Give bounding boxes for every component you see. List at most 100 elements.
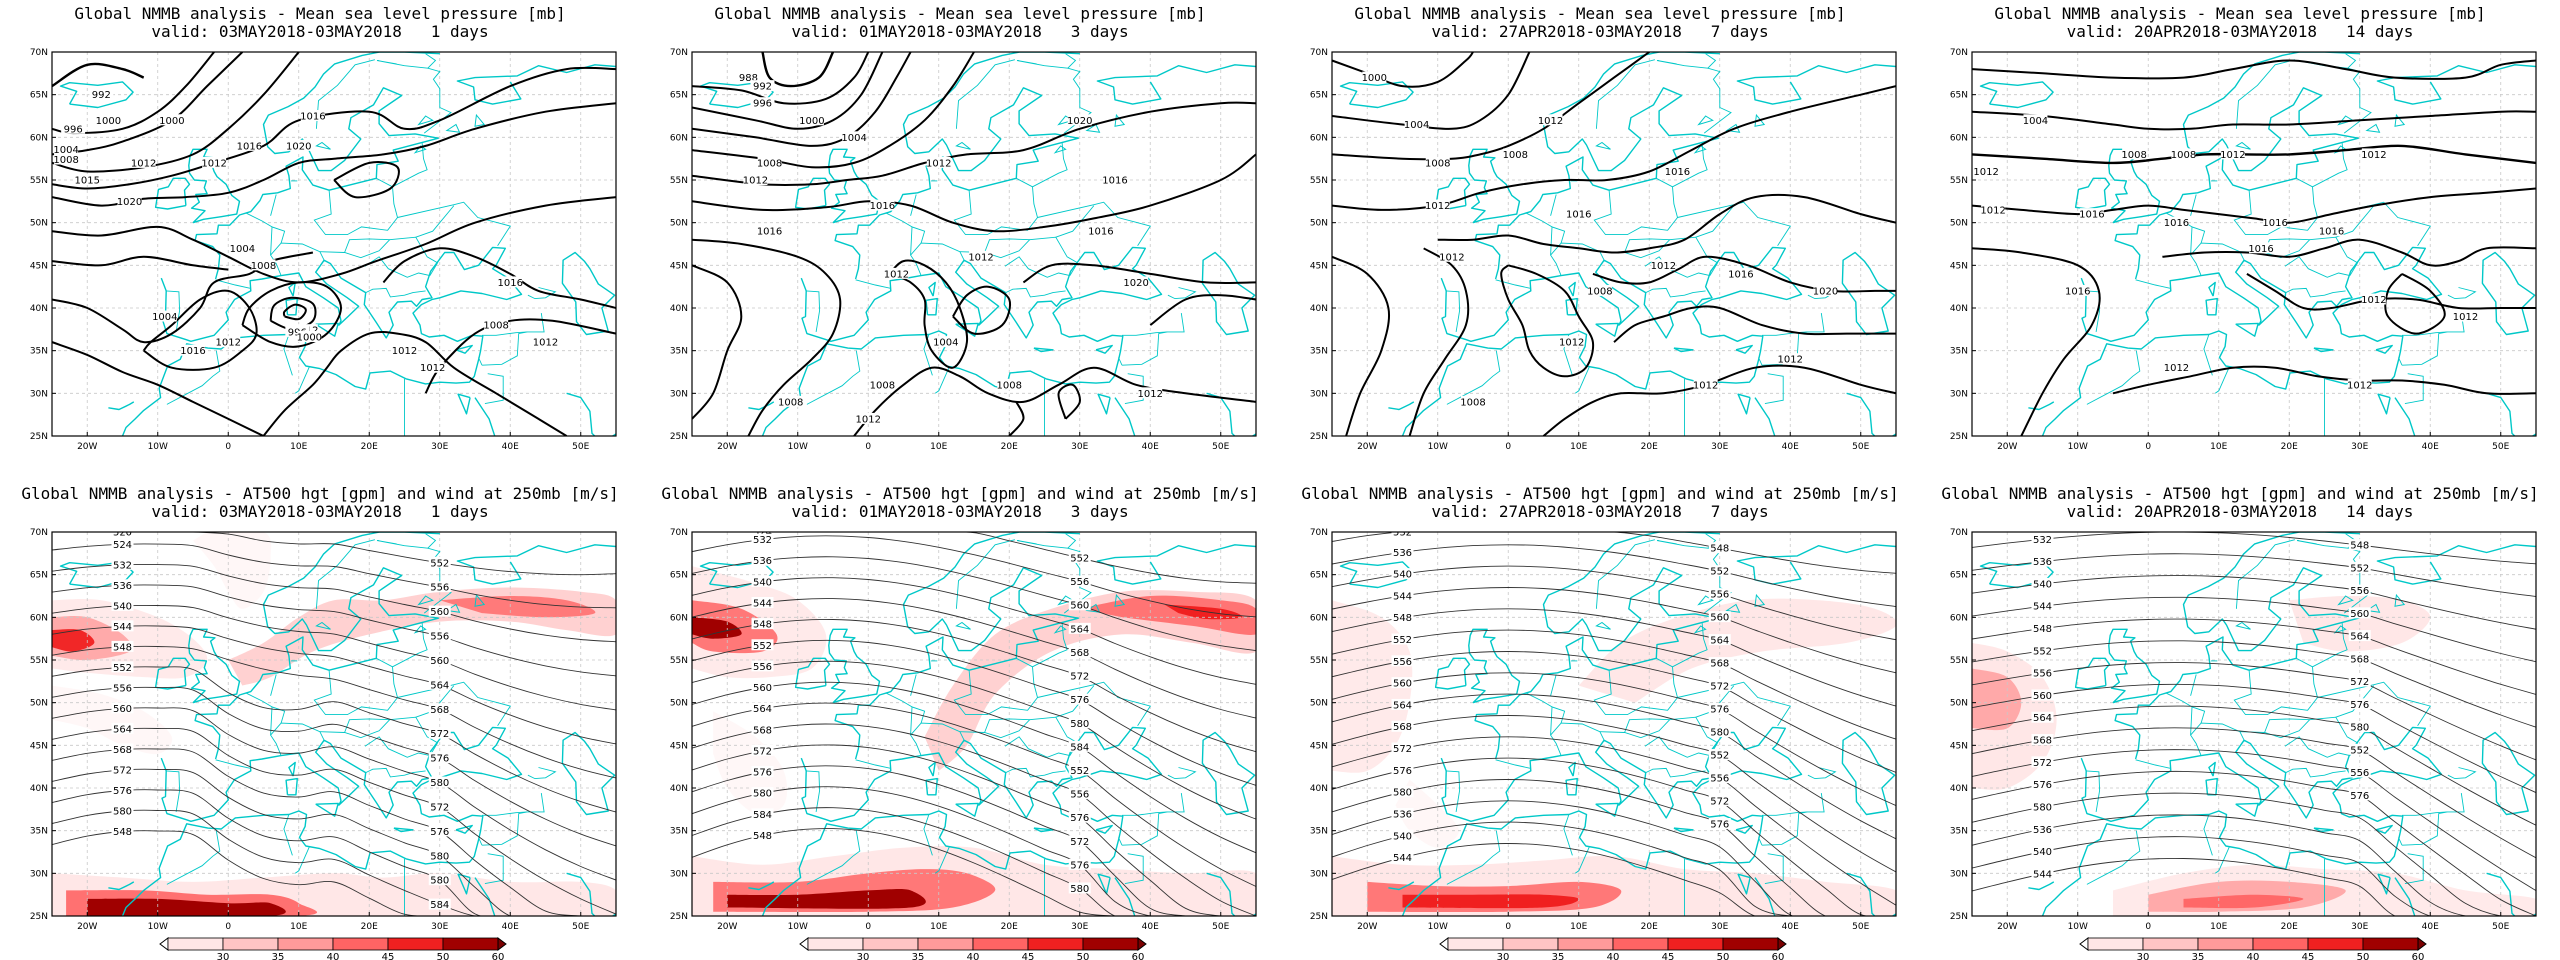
country-border xyxy=(482,793,545,816)
height-contour xyxy=(1972,836,2536,916)
height-contour xyxy=(692,807,1256,916)
x-tick-label: 20W xyxy=(77,922,97,932)
contour-label-bg xyxy=(2348,675,2371,687)
country-border xyxy=(1446,830,1501,885)
country-border xyxy=(1121,331,1168,366)
contour-label-bg xyxy=(1665,165,1690,177)
y-tick-label: 50N xyxy=(30,219,48,229)
contour-label-bg xyxy=(2031,577,2054,589)
contour-label-bg xyxy=(1068,811,1091,823)
contour-label-bg xyxy=(54,153,79,165)
height-contour xyxy=(692,532,1256,584)
contour-label-bg xyxy=(111,784,134,796)
colorbar-tick-label: 45 xyxy=(2302,952,2315,960)
isobar-label: 1000 xyxy=(159,116,184,127)
country-border xyxy=(397,201,512,246)
contour-label-bg xyxy=(1068,552,1091,564)
colorbar-segment xyxy=(1447,937,1504,951)
contour-label-bg xyxy=(842,131,867,143)
isobar xyxy=(382,247,616,309)
contour-label-bg xyxy=(1391,786,1414,798)
country-border xyxy=(1526,692,1553,708)
contour-label-bg xyxy=(1391,532,1414,537)
country-border xyxy=(1550,226,1566,256)
height-contour xyxy=(1972,727,2536,859)
isobar-label: 1004 xyxy=(2023,116,2048,127)
contour-label-bg xyxy=(1124,276,1149,288)
y-tick-label: 40N xyxy=(670,304,688,314)
height-label: 560 xyxy=(1393,679,1412,690)
contour-label-bg xyxy=(1068,622,1091,634)
coastline xyxy=(1754,397,1776,436)
country-border xyxy=(1656,540,1708,549)
y-tick-label: 60N xyxy=(670,613,688,623)
country-border xyxy=(806,830,861,885)
country-border xyxy=(806,350,861,405)
height-label: 572 xyxy=(1393,744,1412,755)
isobar-label: 1008 xyxy=(2171,150,2196,161)
height-label: 572 xyxy=(2033,758,2052,769)
x-tick-label: 20E xyxy=(1641,922,1658,932)
isobar xyxy=(1408,247,1470,436)
contour-label-bg xyxy=(1391,829,1414,841)
contour-label-bg xyxy=(1068,717,1091,729)
contour-label-bg xyxy=(117,195,142,207)
height-label: 536 xyxy=(753,556,772,567)
colorbar-tick-label: 60 xyxy=(1132,952,1145,960)
y-tick-label: 65N xyxy=(670,571,688,581)
coastline xyxy=(1595,322,1619,337)
colorbar-segment xyxy=(1502,937,1559,951)
lake xyxy=(2365,603,2381,613)
height-label: 564 xyxy=(1393,700,1412,711)
country-border xyxy=(246,692,273,708)
height-label: 580 xyxy=(753,789,772,800)
isobar xyxy=(1972,144,2536,165)
y-tick-label: 60N xyxy=(30,133,48,143)
isobar xyxy=(2112,365,2536,395)
colorbar-tick-label: 60 xyxy=(1772,952,1785,960)
y-tick-label: 65N xyxy=(1950,91,1968,101)
height-label: 576 xyxy=(2350,791,2369,802)
height-contour xyxy=(692,577,1256,685)
map-frame xyxy=(1331,51,1897,437)
height-contour xyxy=(1972,792,2536,916)
panel-title: Global NMMB analysis - AT500 hgt [gpm] a… xyxy=(661,484,1259,503)
country-border xyxy=(2214,366,2230,394)
map-frame xyxy=(51,51,617,437)
height-label: 552 xyxy=(1710,567,1729,578)
coastline xyxy=(1673,347,1694,353)
contour-label-bg xyxy=(1708,611,1731,623)
country-border xyxy=(365,287,426,298)
country-border xyxy=(2317,681,2432,726)
isobar xyxy=(1592,255,1896,293)
height-contour xyxy=(1972,770,2536,916)
map-background xyxy=(52,52,616,436)
colorbar-tick-label: 30 xyxy=(2137,952,2150,960)
y-tick-label: 25N xyxy=(1310,432,1328,442)
isobar-label: 1016 xyxy=(498,278,523,289)
lake xyxy=(1697,115,1714,126)
height-label: 560 xyxy=(430,607,449,618)
country-border xyxy=(2190,674,2197,696)
height-label: 544 xyxy=(1393,853,1412,864)
contour-label-bg xyxy=(1708,680,1731,692)
isobar xyxy=(52,255,229,271)
contour-label-bg xyxy=(2348,539,2371,551)
height-label: 544 xyxy=(2033,602,2052,613)
country-border xyxy=(294,366,310,394)
contour-label-bg xyxy=(1566,208,1591,220)
contour-label-bg xyxy=(751,660,774,672)
country-border xyxy=(392,142,428,188)
contour-label-bg xyxy=(202,156,227,168)
contour-label-bg xyxy=(997,378,1022,390)
wind-shade xyxy=(727,888,926,909)
map-frame xyxy=(1971,531,2537,917)
isobar xyxy=(2162,238,2536,267)
colorbar-arrow-low xyxy=(159,937,169,951)
height-contour xyxy=(1332,736,1896,906)
x-tick-label: 10W xyxy=(788,922,808,932)
contour-label-bg xyxy=(2164,361,2189,373)
isobar-label: 1016 xyxy=(2065,286,2090,297)
